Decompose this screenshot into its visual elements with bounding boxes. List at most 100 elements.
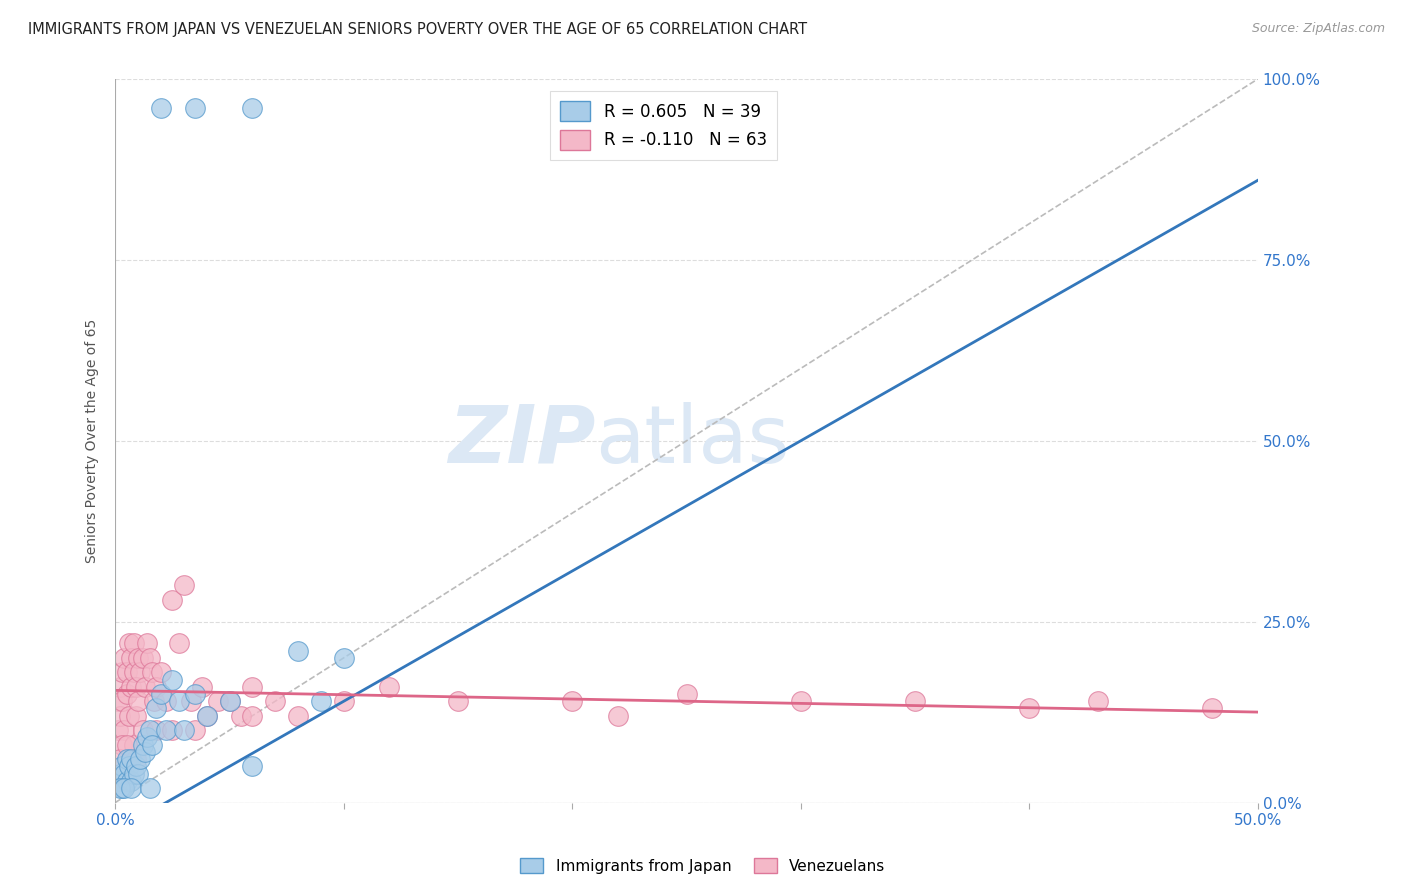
Point — [108, 780, 131, 795]
Point — [145, 680, 167, 694]
Point — [145, 723, 167, 738]
Point — [333, 650, 356, 665]
Text: IMMIGRANTS FROM JAPAN VS VENEZUELAN SENIORS POVERTY OVER THE AGE OF 65 CORRELATI: IMMIGRANTS FROM JAPAN VS VENEZUELAN SENI… — [28, 22, 807, 37]
Point — [115, 738, 138, 752]
Point — [145, 701, 167, 715]
Point — [111, 738, 134, 752]
Point — [112, 650, 135, 665]
Point — [184, 101, 207, 115]
Text: ZIP: ZIP — [447, 401, 595, 480]
Point — [378, 680, 401, 694]
Point — [108, 766, 131, 780]
Point — [127, 766, 149, 780]
Point — [131, 738, 153, 752]
Point — [125, 752, 148, 766]
Point — [134, 745, 156, 759]
Point — [120, 650, 142, 665]
Point — [904, 694, 927, 708]
Point — [107, 773, 129, 788]
Point — [127, 650, 149, 665]
Point — [125, 708, 148, 723]
Point — [264, 694, 287, 708]
Point — [112, 723, 135, 738]
Point — [120, 780, 142, 795]
Point — [138, 723, 160, 738]
Point — [115, 687, 138, 701]
Point — [607, 708, 630, 723]
Point — [229, 708, 252, 723]
Point — [180, 694, 202, 708]
Point — [111, 759, 134, 773]
Legend: R = 0.605   N = 39, R = -0.110   N = 63: R = 0.605 N = 39, R = -0.110 N = 63 — [551, 91, 778, 160]
Point — [141, 738, 163, 752]
Point — [195, 708, 218, 723]
Point — [115, 752, 138, 766]
Point — [122, 636, 145, 650]
Point — [112, 780, 135, 795]
Point — [118, 759, 141, 773]
Point — [173, 578, 195, 592]
Point — [141, 665, 163, 680]
Point — [122, 766, 145, 780]
Point — [195, 708, 218, 723]
Point — [120, 680, 142, 694]
Point — [1201, 701, 1223, 715]
Legend: Immigrants from Japan, Venezuelans: Immigrants from Japan, Venezuelans — [515, 852, 891, 880]
Point — [162, 723, 184, 738]
Point — [207, 694, 229, 708]
Point — [120, 752, 142, 766]
Point — [115, 773, 138, 788]
Point — [218, 694, 240, 708]
Point — [287, 643, 309, 657]
Point — [138, 650, 160, 665]
Point — [333, 694, 356, 708]
Point — [108, 752, 131, 766]
Point — [149, 687, 172, 701]
Point — [108, 708, 131, 723]
Point — [125, 680, 148, 694]
Point — [167, 694, 190, 708]
Point — [167, 636, 190, 650]
Point — [242, 759, 264, 773]
Point — [287, 708, 309, 723]
Point — [136, 731, 159, 745]
Point — [107, 723, 129, 738]
Point — [131, 650, 153, 665]
Point — [155, 723, 177, 738]
Point — [136, 636, 159, 650]
Point — [242, 680, 264, 694]
Point — [125, 759, 148, 773]
Point — [111, 694, 134, 708]
Point — [242, 708, 264, 723]
Y-axis label: Seniors Poverty Over the Age of 65: Seniors Poverty Over the Age of 65 — [86, 318, 100, 563]
Point — [122, 665, 145, 680]
Point — [131, 723, 153, 738]
Point — [138, 780, 160, 795]
Point — [447, 694, 470, 708]
Point — [162, 673, 184, 687]
Point — [790, 694, 813, 708]
Point — [218, 694, 240, 708]
Point — [162, 593, 184, 607]
Point — [120, 773, 142, 788]
Point — [309, 694, 332, 708]
Point — [1087, 694, 1109, 708]
Text: atlas: atlas — [595, 401, 790, 480]
Point — [111, 780, 134, 795]
Point — [129, 665, 152, 680]
Point — [149, 665, 172, 680]
Point — [561, 694, 583, 708]
Point — [1018, 701, 1040, 715]
Point — [129, 752, 152, 766]
Point — [111, 665, 134, 680]
Point — [108, 680, 131, 694]
Point — [242, 101, 264, 115]
Point — [122, 738, 145, 752]
Point — [149, 101, 172, 115]
Point — [184, 687, 207, 701]
Point — [115, 665, 138, 680]
Point — [184, 723, 207, 738]
Text: Source: ZipAtlas.com: Source: ZipAtlas.com — [1251, 22, 1385, 36]
Point — [112, 766, 135, 780]
Point — [118, 708, 141, 723]
